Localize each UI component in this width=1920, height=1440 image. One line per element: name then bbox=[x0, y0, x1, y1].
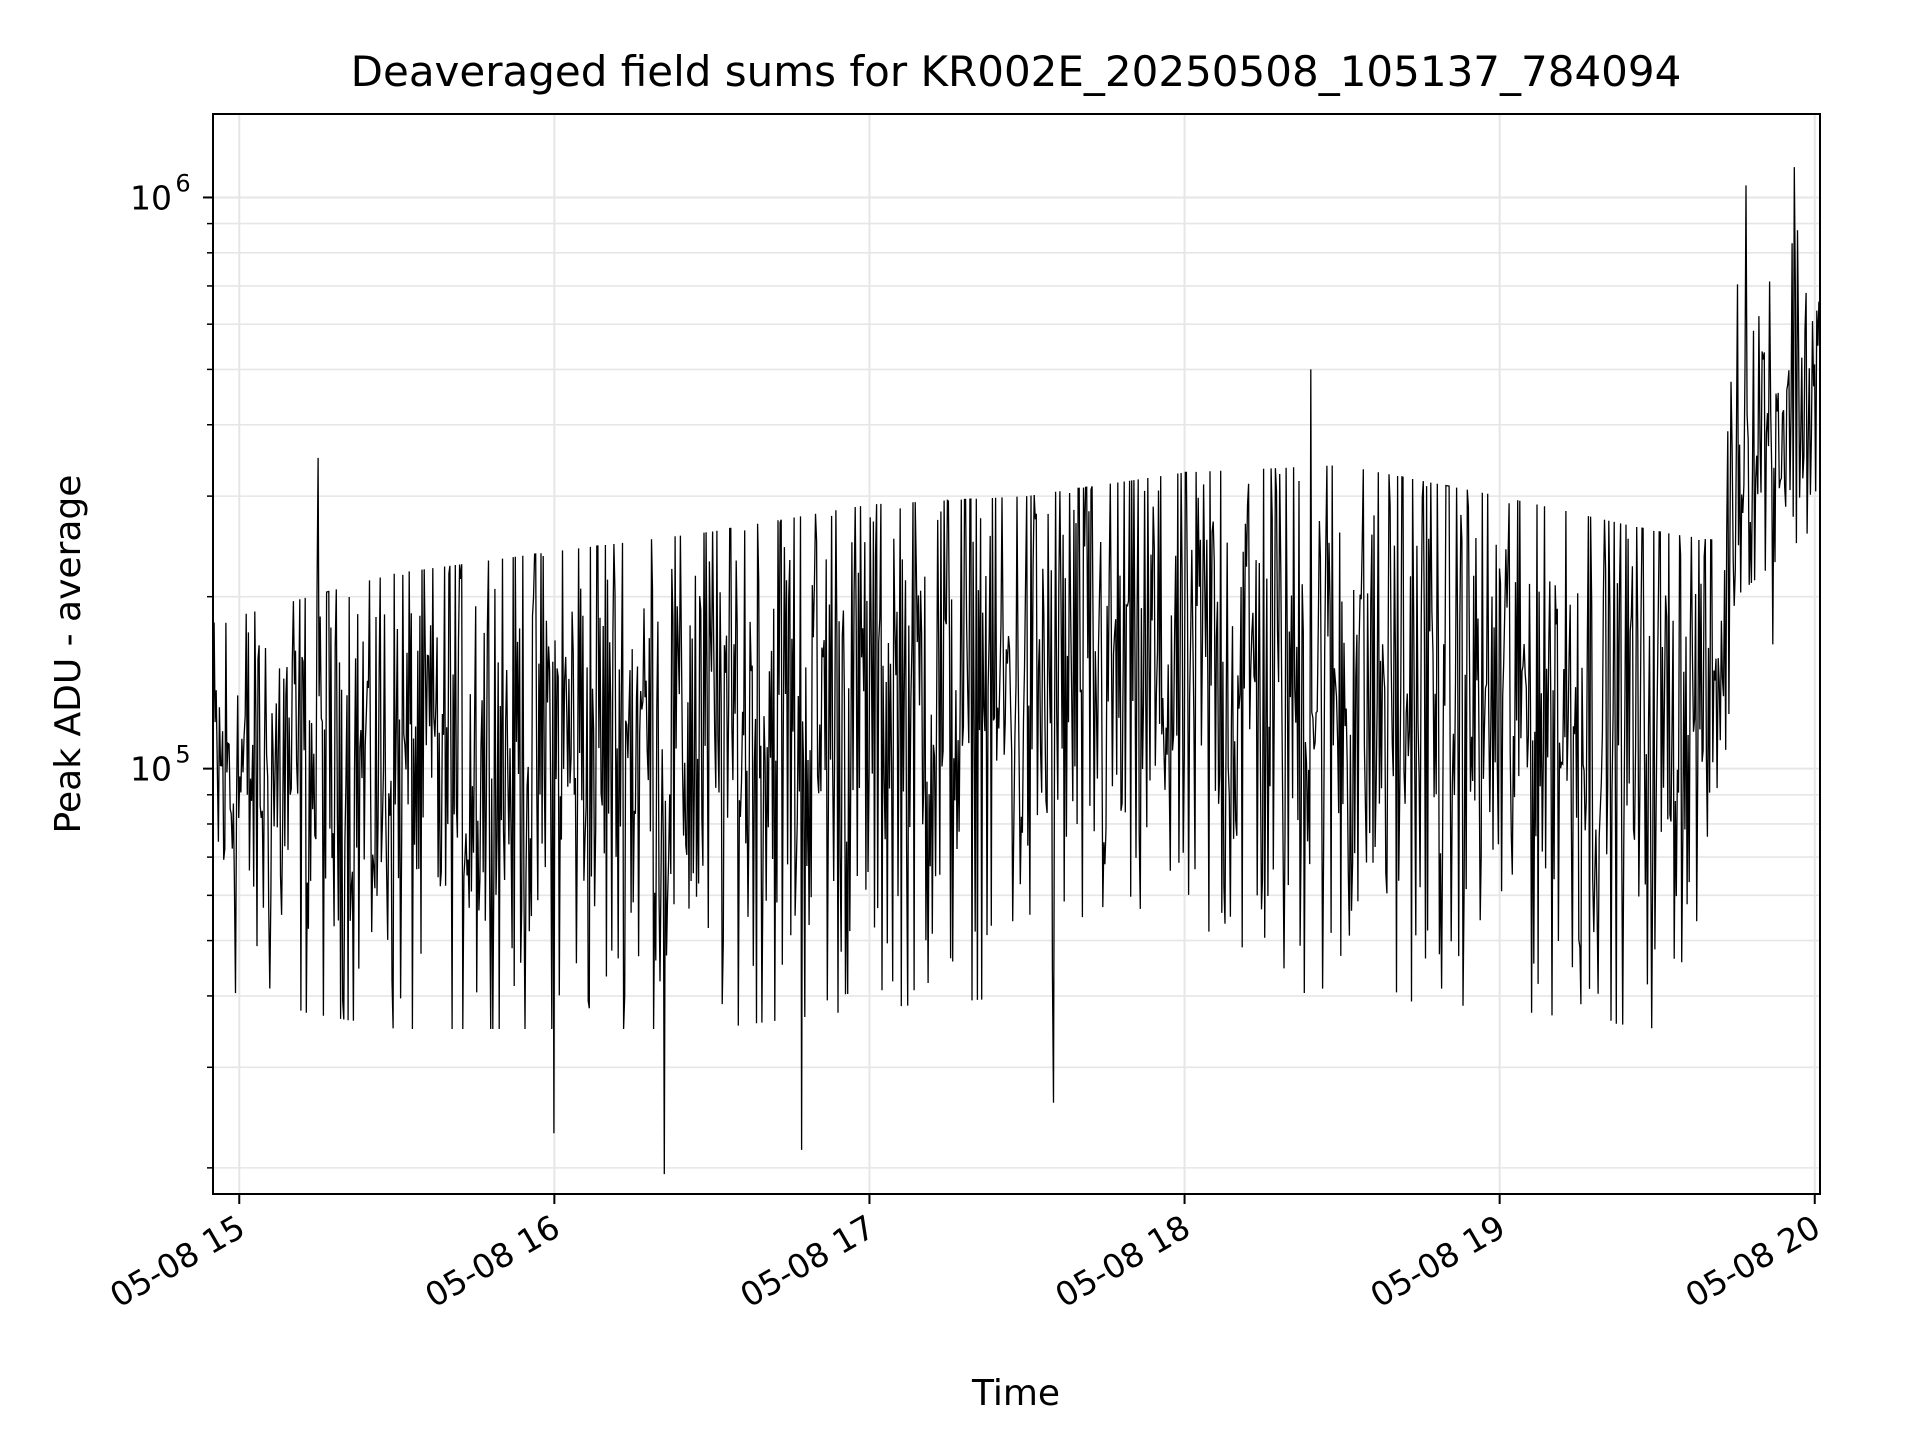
chart-title: Deaveraged field sums for KR002E_2025050… bbox=[351, 47, 1682, 96]
series bbox=[212, 167, 1821, 1175]
series-line bbox=[212, 167, 1821, 1175]
y-tick-label-exponent: 6 bbox=[175, 169, 190, 197]
y-tick-label-base: 10 bbox=[130, 178, 172, 217]
axes-frame bbox=[212, 113, 1821, 1195]
y-tick-label-base: 10 bbox=[130, 750, 172, 789]
y-tick-label-exponent: 5 bbox=[175, 741, 190, 769]
y-axis-label: Peak ADU - average bbox=[48, 475, 89, 834]
x-axis-label: Time bbox=[971, 1373, 1060, 1414]
